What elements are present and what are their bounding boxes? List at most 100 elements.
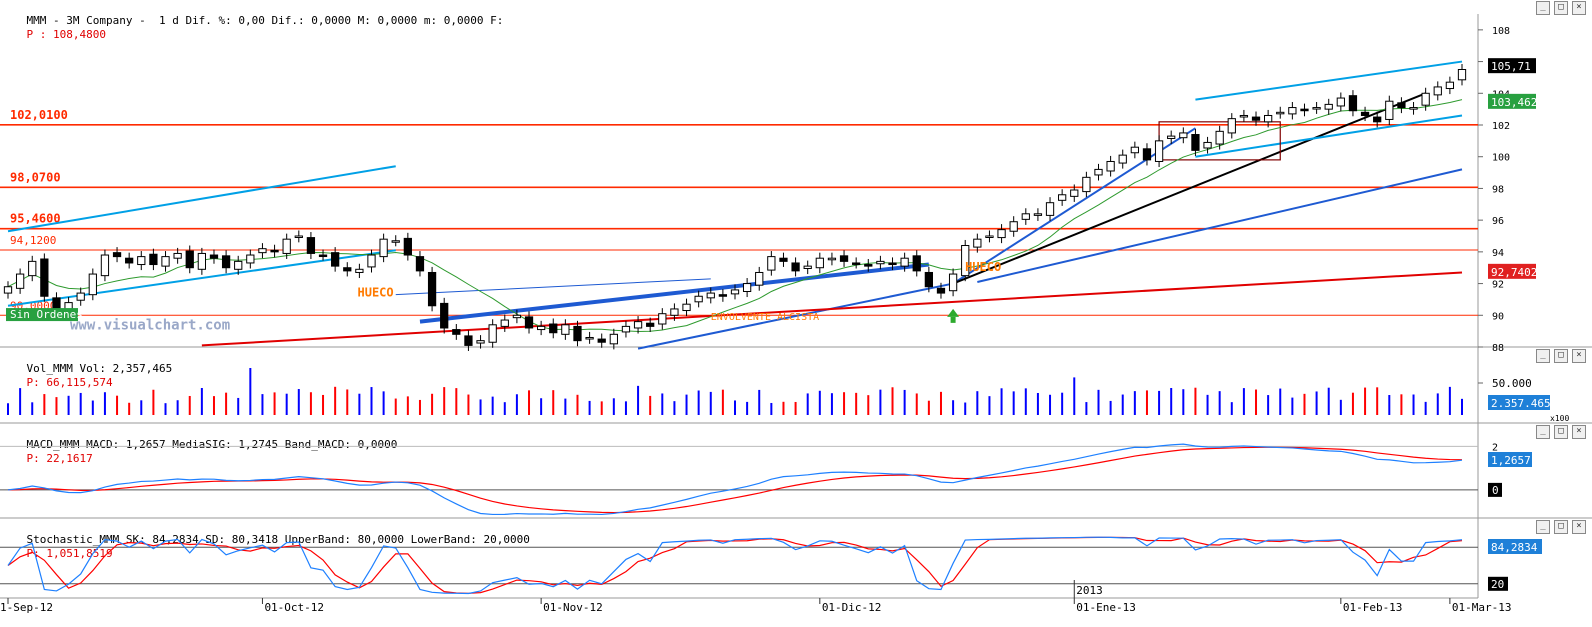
- macd-badge: [1488, 452, 1532, 467]
- y-tick-label: 88: [1492, 343, 1504, 354]
- candle-body: [658, 313, 667, 325]
- candle-body: [767, 256, 776, 271]
- stoch-sk-line: [7, 536, 1463, 595]
- minimize-icon[interactable]: _: [1536, 520, 1550, 534]
- candle-body: [282, 238, 291, 254]
- minimize-icon[interactable]: _: [1536, 425, 1550, 439]
- candle-body: [561, 324, 570, 335]
- candle-body: [512, 314, 522, 319]
- candle-body: [1276, 111, 1285, 115]
- stoch-low-badge-label: 20: [1491, 578, 1504, 591]
- candle-body: [427, 271, 437, 307]
- candle-body: [1215, 130, 1224, 145]
- candle-body: [803, 265, 812, 270]
- restore-icon[interactable]: □: [1554, 1, 1568, 15]
- candle-body: [706, 292, 715, 299]
- candle-body: [718, 294, 728, 297]
- rising-trend-line: [637, 282, 954, 350]
- volume-pane-header: Vol_MMM Vol: 2,357,465 P: 66,115,574: [0, 348, 173, 389]
- candle-body: [755, 271, 764, 286]
- candle-body: [76, 292, 85, 301]
- candle-body: [852, 262, 861, 265]
- main-window-buttons: _ □ ×: [1536, 1, 1586, 15]
- candle-body: [367, 254, 376, 268]
- candle-body: [1094, 168, 1103, 176]
- minimize-icon[interactable]: _: [1536, 349, 1550, 363]
- x-tick-label: 01-Ene-13: [1076, 601, 1136, 614]
- channel-low-line: [1195, 114, 1463, 158]
- channel-high-line: [1195, 60, 1463, 101]
- stoch-window-buttons: _ □ ×: [1536, 520, 1586, 534]
- candle-body: [900, 257, 909, 267]
- y-tick-label: 92: [1492, 280, 1504, 291]
- candle-body: [1118, 154, 1127, 164]
- restore-icon[interactable]: □: [1554, 520, 1568, 534]
- candle-body: [1167, 135, 1176, 139]
- candle-body: [1300, 108, 1309, 112]
- candle-body: [1227, 118, 1236, 134]
- candle-body: [864, 264, 873, 267]
- stoch-header-text: Stochastic_MMM SK: 84,2834 SD: 80,3418 U…: [26, 533, 530, 546]
- candle-body: [379, 238, 388, 258]
- candle-body: [1433, 86, 1442, 96]
- candle-body: [682, 303, 691, 312]
- candle-body: [112, 252, 122, 258]
- candle-body: [961, 245, 970, 277]
- price-badge-label: 103,462: [1491, 96, 1537, 109]
- minimize-icon[interactable]: _: [1536, 1, 1550, 15]
- candle-body: [1021, 213, 1030, 220]
- candle-body: [1045, 202, 1055, 216]
- candle-body: [912, 255, 921, 272]
- candle-body: [985, 235, 994, 238]
- candle-body: [355, 268, 364, 273]
- candle-body: [827, 257, 837, 261]
- close-icon[interactable]: ×: [1572, 1, 1586, 15]
- restore-icon[interactable]: □: [1554, 425, 1568, 439]
- macd-window-buttons: _ □ ×: [1536, 425, 1586, 439]
- macd-pane-header: MACD_MMM MACD: 1,2657 MediaSIG: 1,2745 B…: [0, 424, 398, 465]
- stoch-low-badge: [1488, 576, 1508, 591]
- candle-body: [1263, 114, 1273, 123]
- candle-body: [173, 252, 182, 259]
- candle-body: [234, 260, 243, 270]
- candle-body: [597, 338, 606, 343]
- candle-body: [573, 325, 582, 342]
- y-tick-label: 102: [1492, 121, 1510, 132]
- x-tick-label: 01-Feb-13: [1343, 601, 1403, 614]
- close-icon[interactable]: ×: [1572, 520, 1586, 534]
- candle-body: [3, 286, 13, 294]
- candle-body: [1421, 92, 1430, 106]
- candle-body: [1385, 100, 1394, 120]
- candle-body: [476, 340, 485, 344]
- candle-body: [1239, 114, 1249, 118]
- candle-body: [100, 254, 110, 277]
- main-header-p: P : 108,4800: [26, 28, 106, 41]
- candle-body: [125, 257, 134, 264]
- level-label: 95,4600: [10, 212, 61, 226]
- candle-body: [1251, 116, 1261, 121]
- x-tick-label: 01-Oct-12: [264, 601, 324, 614]
- candle-body: [270, 249, 279, 253]
- close-icon[interactable]: ×: [1572, 349, 1586, 363]
- price-badge-label: 92,7402: [1491, 266, 1537, 279]
- candle-body: [1288, 107, 1297, 115]
- candle-body: [633, 321, 643, 329]
- candle-body: [524, 316, 534, 329]
- candle-body: [452, 329, 461, 335]
- candle-body: [391, 240, 400, 243]
- volume-scale-label: x100: [1550, 414, 1569, 423]
- black-trend-line: [952, 92, 1427, 285]
- candle-body: [331, 252, 340, 267]
- candle-body: [1191, 134, 1200, 151]
- candle-body: [973, 238, 982, 248]
- restore-icon[interactable]: □: [1554, 349, 1568, 363]
- close-icon[interactable]: ×: [1572, 425, 1586, 439]
- main-pane-header: MMM - 3M Company - 1 d Dif. %: 0,00 Dif.…: [0, 0, 1592, 41]
- candle-body: [1373, 116, 1382, 123]
- candle-body: [1360, 111, 1370, 116]
- no-orders-badge: [6, 308, 78, 322]
- candle-body: [137, 256, 146, 266]
- y-tick-label: 108: [1492, 26, 1510, 37]
